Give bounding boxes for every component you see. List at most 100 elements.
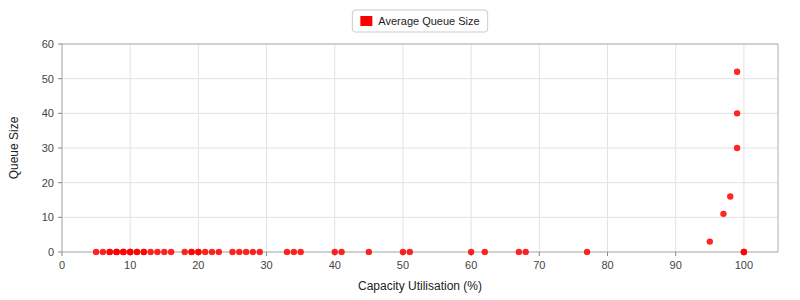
scatter-point — [338, 249, 344, 255]
grid-line-y — [62, 148, 778, 149]
scatter-point — [134, 249, 140, 255]
scatter-point — [297, 249, 303, 255]
chart: 01020304050607080901000102030405060Capac… — [0, 0, 800, 300]
scatter-point — [120, 249, 126, 255]
y-tick — [58, 113, 62, 114]
scatter-point — [734, 110, 740, 116]
scatter-point — [141, 249, 147, 255]
scatter-point — [216, 249, 222, 255]
x-tick — [539, 252, 540, 256]
x-tick-label: 20 — [192, 259, 204, 271]
x-tick-label: 80 — [601, 259, 613, 271]
scatter-point — [120, 249, 126, 255]
scatter-point — [120, 249, 126, 255]
scatter-point — [188, 249, 194, 255]
y-tick-label: 30 — [42, 142, 54, 154]
scatter-point — [707, 238, 713, 244]
plot-frame — [62, 44, 778, 252]
x-tick-label: 10 — [124, 259, 136, 271]
scatter-point — [236, 249, 242, 255]
grid-line-y — [62, 182, 778, 183]
y-tick — [58, 44, 62, 45]
x-tick — [62, 252, 63, 256]
x-tick-label: 100 — [735, 259, 753, 271]
scatter-point — [522, 249, 528, 255]
y-tick-label: 0 — [48, 246, 54, 258]
series — [93, 69, 747, 256]
x-tick-label: 60 — [465, 259, 477, 271]
scatter-point — [127, 249, 133, 255]
scatter-point — [720, 211, 726, 217]
scatter-point — [141, 249, 147, 255]
scatter-point — [127, 249, 133, 255]
scatter-point — [107, 249, 113, 255]
scatter-point — [291, 249, 297, 255]
scatter-point — [113, 249, 119, 255]
y-tick — [58, 217, 62, 218]
x-tick-label: 40 — [329, 259, 341, 271]
scatter-point — [168, 249, 174, 255]
scatter-point — [195, 249, 201, 255]
scatter-point — [741, 249, 747, 255]
scatter-point — [407, 249, 413, 255]
scatter-point — [734, 145, 740, 151]
scatter-point — [202, 249, 208, 255]
data-layer — [93, 69, 747, 256]
scatter-point — [161, 249, 167, 255]
grid-line-y — [62, 78, 778, 79]
scatter-point — [147, 249, 153, 255]
legend-box — [352, 10, 487, 32]
x-tick-label: 0 — [59, 259, 65, 271]
y-tick-label: 40 — [42, 107, 54, 119]
x-tick — [675, 252, 676, 256]
y-tick-label: 10 — [42, 211, 54, 223]
scatter-point — [284, 249, 290, 255]
scatter-point — [400, 249, 406, 255]
scatter-point — [188, 249, 194, 255]
scatter-point — [257, 249, 263, 255]
scatter-point — [468, 249, 474, 255]
scatter-point — [229, 249, 235, 255]
scatter-point — [113, 249, 119, 255]
scatter-point — [734, 69, 740, 75]
scatter-point — [332, 249, 338, 255]
scatter-point — [113, 249, 119, 255]
y-axis-label: Queue Size — [7, 116, 21, 179]
scatter-point — [100, 249, 106, 255]
scatter-point — [209, 249, 215, 255]
grid-line-y — [62, 113, 778, 114]
x-tick-label: 70 — [533, 259, 545, 271]
scatter-point — [127, 249, 133, 255]
y-tick-label: 60 — [42, 38, 54, 50]
x-tick-label: 50 — [397, 259, 409, 271]
scatter-point — [727, 193, 733, 199]
x-tick — [266, 252, 267, 256]
scatter-point — [741, 249, 747, 255]
scatter-point — [366, 249, 372, 255]
grid-line-y — [62, 217, 778, 218]
x-tick-label: 30 — [260, 259, 272, 271]
y-tick-label: 20 — [42, 177, 54, 189]
scatter-point — [134, 249, 140, 255]
x-tick — [607, 252, 608, 256]
scatter-point — [93, 249, 99, 255]
scatter-point — [195, 249, 201, 255]
legend: Average Queue Size — [352, 10, 487, 32]
scatter-point — [107, 249, 113, 255]
scatter-point — [243, 249, 249, 255]
scatter-point — [154, 249, 160, 255]
scatter-point — [516, 249, 522, 255]
legend-swatch — [360, 16, 372, 26]
y-tick — [58, 252, 62, 253]
x-axis-label: Capacity Utilisation (%) — [358, 279, 482, 293]
axes: 01020304050607080901000102030405060 — [42, 38, 753, 271]
grid — [62, 44, 778, 252]
scatter-point — [482, 249, 488, 255]
x-tick-label: 90 — [670, 259, 682, 271]
scatter-point — [584, 249, 590, 255]
legend-label: Average Queue Size — [378, 15, 479, 27]
plot-area — [62, 44, 778, 252]
y-tick — [58, 148, 62, 149]
y-tick — [58, 78, 62, 79]
y-tick — [58, 182, 62, 183]
